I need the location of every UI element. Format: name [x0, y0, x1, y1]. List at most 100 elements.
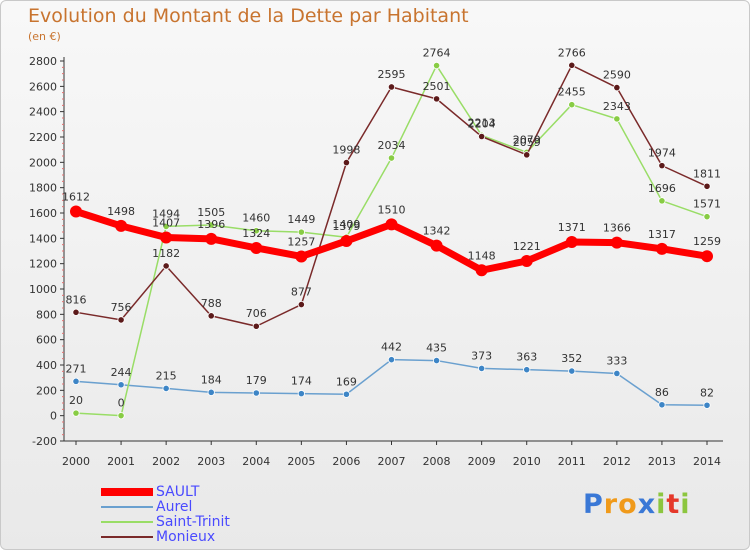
data-point-monieux	[252, 322, 260, 330]
y-tick-label: 2000	[29, 156, 57, 169]
logo-letter: o	[618, 489, 638, 520]
data-label-aurel: 363	[516, 351, 537, 364]
data-label-saint-trinit: 1460	[242, 212, 270, 225]
data-label-aurel: 333	[606, 354, 627, 367]
data-label-monieux: 2501	[423, 80, 451, 93]
data-label-sault: 1259	[693, 235, 721, 248]
data-label-aurel: 435	[426, 342, 447, 355]
data-label-monieux: 877	[291, 286, 312, 299]
data-label-saint-trinit: 1494	[152, 207, 180, 220]
legend-swatch-saint-trinit	[101, 521, 153, 523]
data-point-sault	[385, 218, 398, 231]
data-point-monieux	[387, 83, 396, 91]
data-label-sault: 1371	[558, 221, 586, 234]
data-point-monieux	[342, 158, 351, 167]
x-tick-label: 2003	[197, 455, 225, 468]
x-tick-label: 2009	[468, 455, 496, 468]
data-point-sault	[430, 239, 443, 252]
data-label-aurel: 184	[201, 373, 222, 386]
data-label-aurel: 442	[381, 341, 402, 354]
data-point-sault	[340, 234, 353, 247]
data-point-aurel	[568, 367, 576, 375]
data-label-saint-trinit: 2764	[423, 47, 451, 60]
data-point-aurel	[703, 401, 711, 409]
data-point-aurel	[162, 384, 170, 393]
data-point-saint-trinit	[162, 222, 170, 231]
y-tick-label: 0	[50, 410, 57, 423]
x-tick-label: 2010	[513, 455, 541, 468]
data-point-sault	[250, 241, 263, 254]
data-point-aurel	[252, 389, 260, 397]
data-label-sault: 1342	[423, 225, 451, 238]
data-label-aurel: 352	[561, 352, 582, 365]
data-point-saint-trinit	[117, 412, 125, 420]
data-point-aurel	[117, 381, 125, 389]
data-label-monieux: 2059	[513, 136, 541, 149]
legend-swatch-aurel	[101, 506, 153, 508]
data-label-monieux: 706	[246, 307, 267, 320]
legend-label-monieux: Monieux	[156, 529, 216, 545]
data-point-saint-trinit	[72, 409, 80, 417]
y-tick-label: 400	[36, 359, 57, 372]
data-point-sault	[610, 236, 623, 249]
data-label-saint-trinit: 20	[69, 394, 83, 407]
data-point-aurel	[387, 356, 396, 364]
data-point-saint-trinit	[297, 228, 305, 236]
data-point-monieux	[568, 61, 576, 69]
y-tick-label: 1200	[29, 258, 57, 271]
proxiti-logo: Proxiti	[583, 489, 691, 520]
data-label-aurel: 215	[156, 369, 177, 382]
x-tick-label: 2008	[423, 455, 451, 468]
y-tick-label: -200	[32, 435, 57, 448]
data-label-aurel: 373	[471, 349, 492, 362]
data-label-monieux: 2766	[558, 46, 586, 59]
data-label-sault: 1324	[242, 227, 270, 240]
legend-label-aurel: Aurel	[156, 499, 193, 515]
data-point-aurel	[342, 390, 351, 398]
data-point-saint-trinit	[432, 61, 441, 70]
x-tick-label: 2006	[332, 455, 360, 468]
y-tick-label: 1800	[29, 182, 57, 195]
logo-letter: t	[666, 489, 681, 520]
data-label-monieux: 2204	[468, 117, 496, 130]
data-point-sault	[565, 236, 578, 249]
data-label-monieux: 816	[66, 293, 87, 306]
data-point-aurel	[297, 390, 305, 398]
y-tick-label: 2200	[29, 131, 57, 144]
x-tick-label: 2012	[603, 455, 631, 468]
x-tick-label: 2002	[152, 455, 180, 468]
data-point-saint-trinit	[387, 154, 396, 162]
data-label-sault: 1221	[513, 240, 541, 253]
data-point-monieux	[207, 312, 215, 320]
data-label-sault: 1612	[62, 190, 90, 203]
data-point-aurel	[658, 401, 666, 409]
data-label-sault: 1317	[648, 228, 676, 241]
data-point-aurel	[432, 356, 441, 365]
logo-letter: x	[637, 489, 657, 520]
logo-letter: r	[603, 489, 619, 520]
x-tick-label: 2013	[648, 455, 676, 468]
data-label-sault: 1148	[468, 249, 496, 262]
y-tick-label: 1400	[29, 232, 57, 245]
data-label-aurel: 82	[700, 386, 714, 399]
data-label-sault: 1379	[332, 220, 360, 233]
data-label-saint-trinit: 2213	[468, 116, 496, 129]
data-label-monieux: 2590	[603, 69, 631, 82]
data-label-sault: 1510	[378, 203, 406, 216]
data-point-aurel	[613, 369, 621, 378]
data-label-saint-trinit: 1571	[693, 198, 721, 211]
legend-swatch-monieux	[101, 536, 153, 538]
data-point-monieux	[478, 132, 486, 141]
data-point-sault	[655, 242, 668, 255]
data-label-saint-trinit: 2079	[513, 133, 541, 146]
data-label-saint-trinit: 1409	[332, 218, 360, 231]
chart-title: Evolution du Montant de la Dette par Hab…	[28, 5, 469, 27]
data-label-monieux: 2595	[378, 68, 406, 81]
data-point-sault	[701, 250, 713, 263]
y-tick-label: 2800	[29, 55, 57, 68]
data-label-aurel: 174	[291, 375, 312, 388]
data-label-saint-trinit: 1696	[648, 182, 676, 195]
data-point-sault	[475, 264, 488, 277]
